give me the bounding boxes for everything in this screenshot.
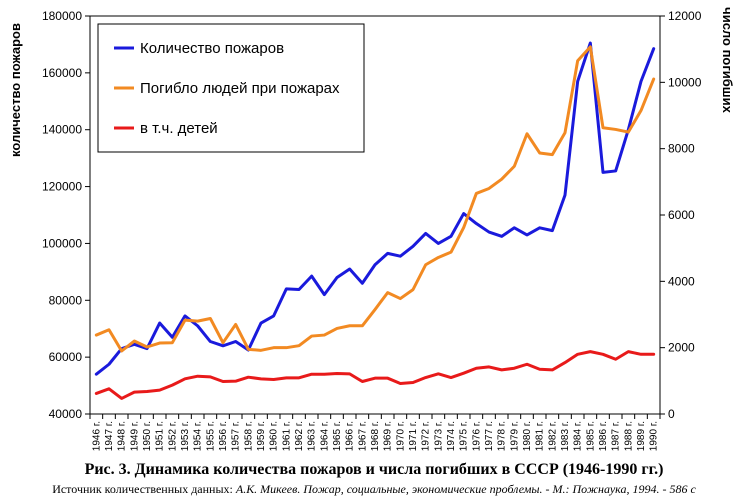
y-right-tick-label: 4000 [668, 274, 695, 288]
x-tick-label: 1947 г. [104, 421, 115, 451]
x-tick-label: 1979 г. [509, 421, 520, 451]
x-tick-label: 1961 г. [281, 421, 292, 451]
figure-caption: Рис. 3. Динамика количества пожаров и чи… [84, 461, 664, 478]
x-tick-label: 1973 г. [433, 421, 444, 451]
x-tick-label: 1974 г. [446, 421, 457, 451]
source-citation: А.К. Микеев. Пожар, социальные, экономич… [235, 482, 696, 496]
y-left-tick-label: 180000 [42, 9, 82, 23]
x-tick-label: 1964 г. [319, 421, 330, 451]
y-axis-right-title: число погибших [720, 7, 735, 113]
y-left-tick-label: 80000 [49, 293, 83, 307]
x-tick-label: 1978 г. [497, 421, 508, 451]
x-tick-label: 1990 г. [649, 421, 660, 451]
x-tick-label: 1962 г. [294, 421, 305, 451]
x-tick-label: 1984 г. [573, 421, 584, 451]
x-tick-label: 1957 г. [231, 421, 242, 451]
x-tick-label: 1972 г. [421, 421, 432, 451]
x-tick-label: 1986 г. [598, 421, 609, 451]
chart: 4000060000800001000001200001400001600001… [8, 7, 735, 451]
x-tick-label: 1971 г. [408, 421, 419, 451]
y-right-tick-label: 12000 [668, 9, 702, 23]
x-tick-label: 1960 г. [269, 421, 280, 451]
x-tick-label: 1963 г. [307, 421, 318, 451]
x-axis: 1946 г. 1947 г. 1948 г. 1949 г. 1950 г. 1951 … [89, 414, 661, 451]
x-tick-label: 1968 г. [370, 421, 381, 451]
x-tick-label: 1981 г. [535, 421, 546, 451]
x-tick-label: 1948 г. [117, 421, 128, 451]
y-right-tick-label: 10000 [668, 75, 702, 89]
x-tick-label: 1956 г. [218, 421, 229, 451]
x-tick-label: 1976 г. [471, 421, 482, 451]
x-tick-label: 1975 г. [459, 421, 470, 451]
source-prefix: Источник количественных данных: [52, 482, 236, 496]
figure-source: Источник количественных данных: А.К. Мик… [0, 482, 748, 497]
y-left-tick-label: 60000 [49, 350, 83, 364]
y-left-tick-label: 160000 [42, 66, 82, 80]
series-line-deaths [94, 45, 656, 353]
y-right-tick-label: 8000 [668, 142, 695, 156]
x-tick-label: 1967 г. [357, 421, 368, 451]
x-tick-label: 1959 г. [256, 421, 267, 451]
x-tick-label: 1989 г. [636, 421, 647, 451]
legend-box [97, 23, 365, 153]
x-tick-label: 1982 г. [547, 421, 558, 451]
x-tick-label: 1988 г. [623, 421, 634, 451]
x-tick-label: 1952 г. [167, 421, 178, 451]
legend-label-children: в т.ч. детей [140, 120, 218, 137]
legend-label-fires: Количество пожаров [140, 40, 284, 57]
x-tick-label: 1969 г. [383, 421, 394, 451]
x-tick-label: 1977 г. [484, 421, 495, 451]
x-tick-label: 1954 г. [193, 421, 204, 451]
x-tick-label: 1965 г. [332, 421, 343, 451]
x-tick-label: 1987 г. [611, 421, 622, 451]
x-tick-label: 1951 г. [155, 421, 166, 451]
x-tick-label: 1953 г. [180, 421, 191, 451]
y-axis-left-title: количество пожаров [8, 23, 23, 157]
x-tick-label: 1946 г. [91, 421, 102, 451]
series-lines [94, 41, 656, 400]
right-axis: 0 2000 4000 6000 8000 10000 12000 [660, 9, 702, 421]
x-tick-label: 1958 г. [243, 421, 254, 451]
x-tick-label: 1950 г. [142, 421, 153, 451]
x-tick-label: 1955 г. [205, 421, 216, 451]
series-line-children [94, 350, 656, 400]
x-tick-label: 1949 г. [129, 421, 140, 451]
x-tick-label: 1985 г. [585, 421, 596, 451]
x-tick-label: 1980 г. [522, 421, 533, 451]
y-right-tick-label: 6000 [668, 208, 695, 222]
x-tick-label: 1970 г. [395, 421, 406, 451]
x-tick-label: 1966 г. [345, 421, 356, 451]
left-axis: 40000 60000 80000 100000 120000 140000 160000 1… [42, 9, 90, 421]
y-right-tick-label: 0 [668, 407, 675, 421]
y-left-tick-label: 120000 [42, 180, 82, 194]
y-left-tick-label: 40000 [49, 407, 83, 421]
y-right-tick-label: 2000 [668, 341, 695, 355]
y-left-tick-label: 140000 [42, 123, 82, 137]
legend: Количество пожаров Погибло людей при пож… [97, 23, 365, 153]
y-left-tick-label: 100000 [42, 236, 82, 250]
x-tick-label: 1983 г. [560, 421, 571, 451]
legend-label-deaths: Погибло людей при пожарах [140, 80, 340, 97]
